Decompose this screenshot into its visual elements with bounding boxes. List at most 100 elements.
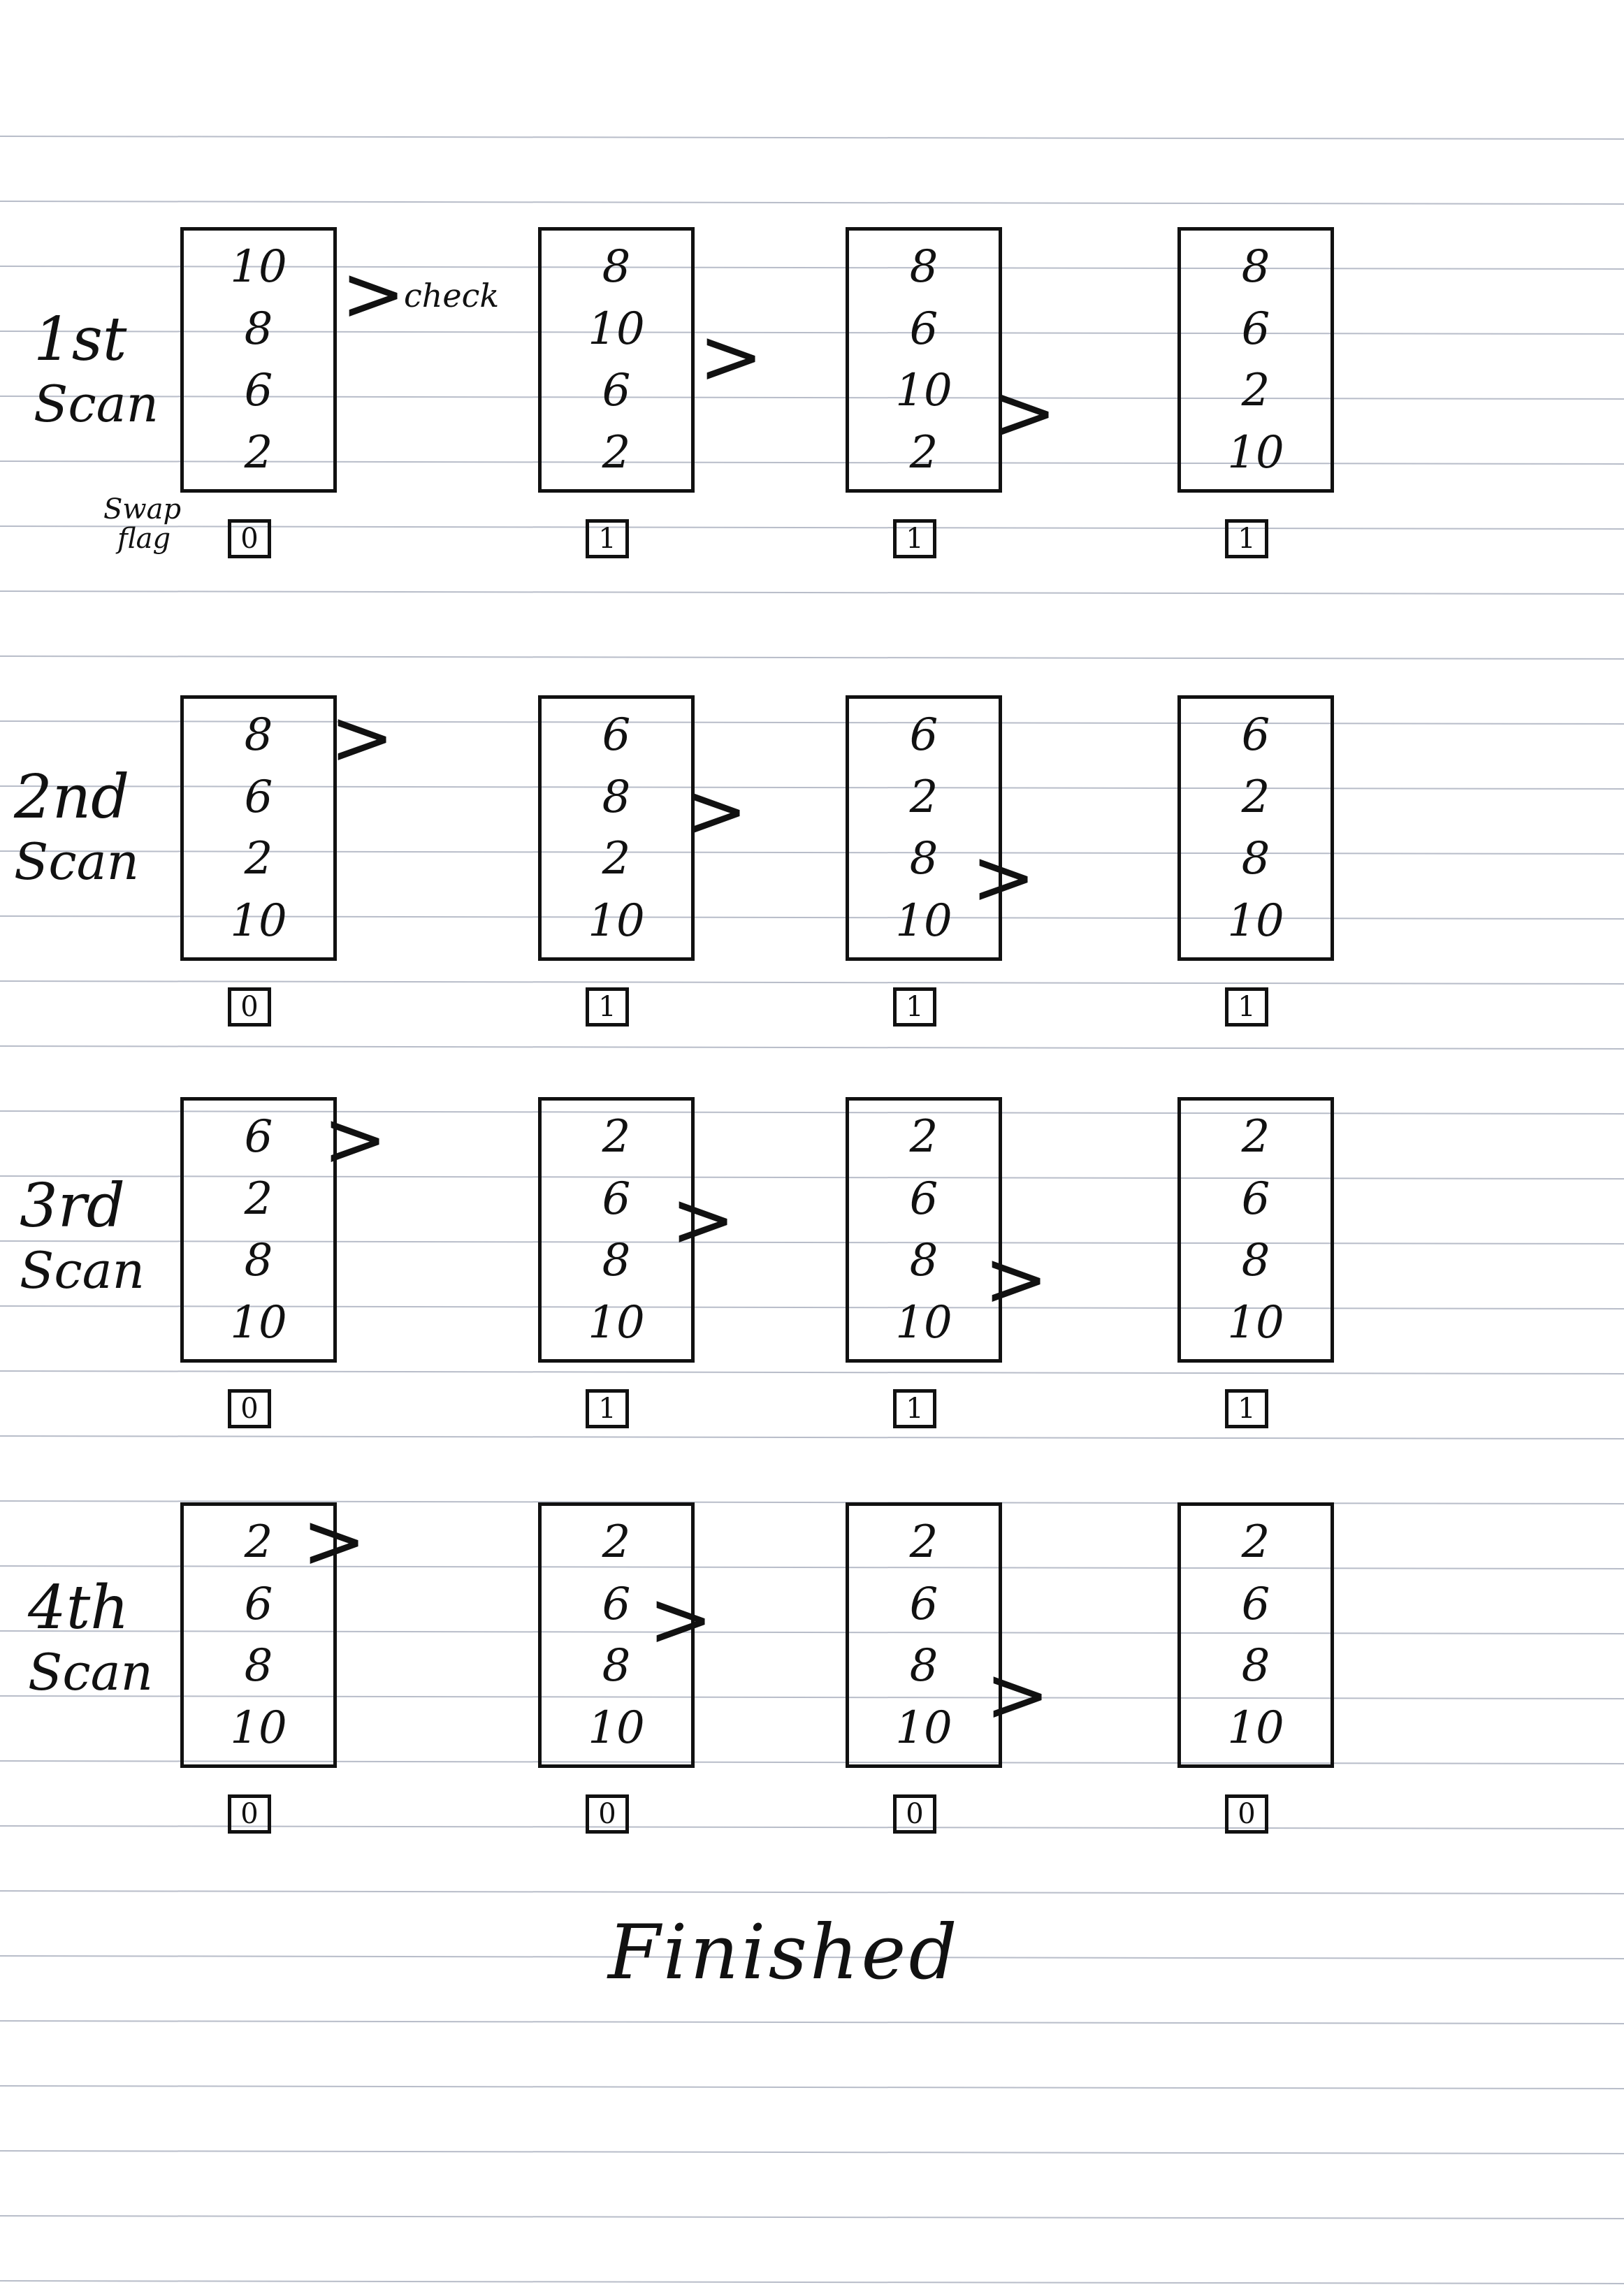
array-box: 6 2 8 10	[180, 1097, 337, 1363]
array-value: 6	[244, 1111, 273, 1163]
swap-flag-box: 0	[228, 519, 271, 558]
array-value: 10	[230, 894, 287, 947]
ruled-line	[0, 2150, 1624, 2154]
ruled-line	[0, 1110, 1624, 1115]
array-value: 2	[602, 426, 631, 479]
array-box: 2 6 8 10	[1177, 1502, 1334, 1768]
array-value: 2	[1241, 1516, 1270, 1569]
scan-label-ordinal: 2nd	[14, 762, 130, 832]
array-value: 8	[1241, 1235, 1270, 1287]
swap-flag-box: 0	[228, 1794, 271, 1834]
array-value: 6	[602, 709, 631, 762]
compare-chevron: >	[330, 692, 395, 782]
array-value: 8	[602, 771, 631, 823]
ruled-line	[0, 1890, 1624, 1894]
array-value: 10	[895, 894, 952, 947]
ruled-line	[0, 331, 1624, 335]
scan-label: 4th Scan	[28, 1576, 196, 1704]
array-value: 10	[1227, 1296, 1284, 1349]
ruled-line	[0, 1695, 1624, 1699]
ruled-line	[0, 2215, 1624, 2219]
array-box: 2 6 8 10	[846, 1097, 1002, 1363]
array-box: 6 2 8 10	[1177, 695, 1334, 961]
array-value: 10	[588, 1702, 645, 1754]
compare-chevron: >	[971, 832, 1036, 922]
array-box: 6 8 2 10	[538, 695, 695, 961]
array-value: 10	[1227, 426, 1284, 479]
array-value: 2	[909, 426, 938, 479]
array-box: 6 2 8 10	[846, 695, 1002, 961]
array-value: 8	[244, 1640, 273, 1692]
scan-label-ordinal: 1st	[34, 305, 127, 375]
array-value: 6	[1241, 303, 1270, 355]
array-value: 8	[244, 709, 273, 762]
array-value: 8	[244, 303, 273, 355]
array-box: 8 6 2 10	[1177, 227, 1334, 493]
array-value: 6	[909, 1578, 938, 1630]
array-value: 10	[895, 1702, 952, 1754]
ruled-line	[0, 2085, 1624, 2089]
array-value: 6	[244, 1578, 273, 1630]
ruled-line	[0, 850, 1624, 855]
ruled-line	[0, 201, 1624, 205]
ruled-line	[0, 2020, 1624, 2024]
ruled-line	[0, 915, 1624, 920]
array-value: 8	[244, 1235, 273, 1287]
array-value: 2	[1241, 771, 1270, 823]
array-value: 10	[895, 365, 952, 417]
array-value: 8	[1241, 833, 1270, 885]
swap-flag-box: 1	[1225, 987, 1268, 1027]
ruled-line	[0, 1955, 1624, 1959]
swap-flag-box: 0	[228, 1389, 271, 1428]
compare-chevron: >	[984, 1234, 1049, 1323]
array-value: 8	[1241, 241, 1270, 293]
finished-label: Finished	[608, 1909, 960, 1996]
array-value: 2	[244, 426, 273, 479]
array-value: 2	[909, 1516, 938, 1569]
array-box: 10 8 6 2	[180, 227, 337, 493]
compare-chevron: >	[671, 1175, 736, 1264]
swap-flag-box: 1	[586, 519, 629, 558]
ruled-line	[0, 1500, 1624, 1504]
ruled-line	[0, 1370, 1624, 1375]
scan-label-word: Scan	[34, 375, 159, 433]
compare-chevron: >	[648, 1574, 713, 1664]
scan-label: 2nd Scan	[14, 765, 182, 894]
array-value: 6	[1241, 1173, 1270, 1225]
array-value: 2	[244, 833, 273, 885]
array-value: 6	[909, 709, 938, 762]
array-value: 6	[909, 303, 938, 355]
array-value: 10	[1227, 894, 1284, 947]
swap-flag-box: 1	[893, 1389, 936, 1428]
compare-chevron: >	[341, 249, 406, 338]
array-box: 8 6 2 10	[180, 695, 337, 961]
ruled-line	[0, 1565, 1624, 1569]
scan-label-word: Scan	[20, 1241, 145, 1300]
ruled-line	[0, 1045, 1624, 1050]
ruled-line	[0, 460, 1624, 465]
array-value: 10	[230, 1296, 287, 1349]
array-value: 2	[602, 1111, 631, 1163]
array-value: 6	[1241, 709, 1270, 762]
array-value: 6	[244, 771, 273, 823]
scan-label-word: Scan	[14, 832, 139, 891]
array-value: 10	[588, 1296, 645, 1349]
array-box: 2 6 8 10	[180, 1502, 337, 1768]
ruled-line	[0, 1175, 1624, 1180]
swap-flag-box: 1	[1225, 519, 1268, 558]
ruled-line	[0, 785, 1624, 790]
swap-flag-box: 1	[586, 1389, 629, 1428]
compare-chevron: >	[302, 1496, 367, 1586]
array-value: 6	[602, 365, 631, 417]
array-value: 8	[602, 1640, 631, 1692]
array-value: 2	[1241, 365, 1270, 417]
swap-flag-label: Swap flag	[103, 495, 201, 553]
ruled-line	[0, 1630, 1624, 1634]
scan-label-word: Scan	[28, 1643, 153, 1702]
ruled-line	[0, 720, 1624, 725]
array-value: 2	[1241, 1111, 1270, 1163]
array-box: 2 6 8 10	[846, 1502, 1002, 1768]
array-value: 10	[588, 303, 645, 355]
swap-flag-box: 1	[586, 987, 629, 1027]
